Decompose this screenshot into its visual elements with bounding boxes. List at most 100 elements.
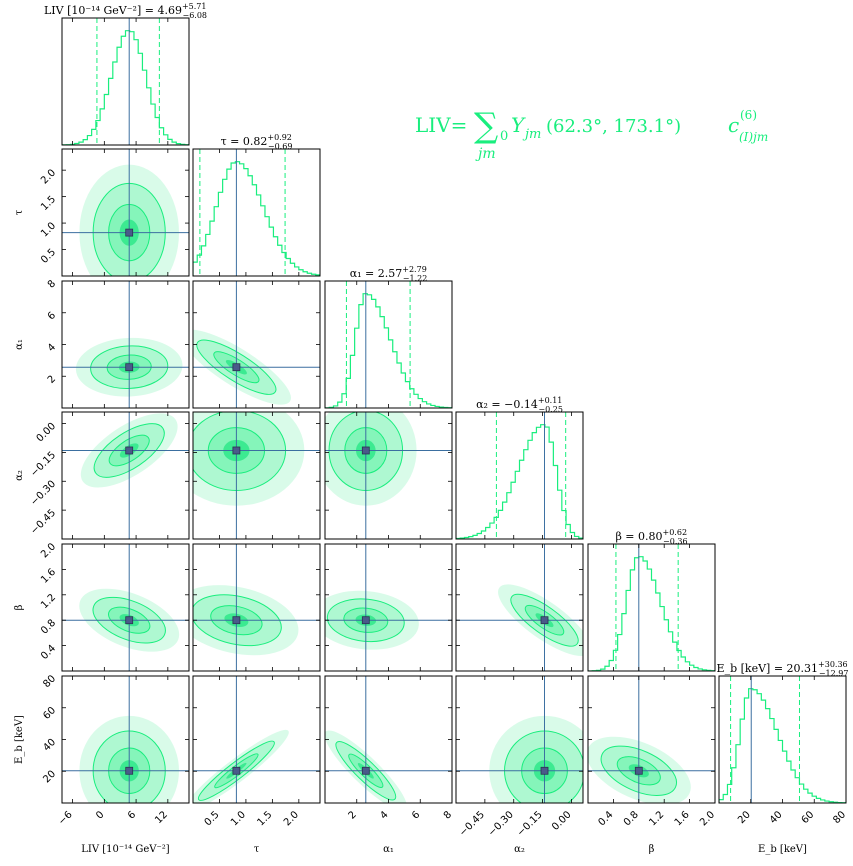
title-median: 4.69 <box>157 4 182 17</box>
title-err-up: +0.11 <box>538 396 563 405</box>
panel-beta-alpha1 <box>324 543 453 672</box>
x-tick-label: 1.5 <box>255 809 274 828</box>
y-tick-label: 60 <box>41 705 58 722</box>
formula-body: Y <box>511 113 526 137</box>
formula-args: (62.3°, 173.1°) <box>546 116 681 137</box>
truth-marker <box>540 766 549 775</box>
truth-marker <box>634 766 643 775</box>
x-tick-label: 60 <box>800 809 817 826</box>
panel-frame <box>455 411 584 540</box>
panel-tau-tau: τ = 0.82+0.92 −0.69 <box>192 133 321 277</box>
panel-frame <box>192 148 321 277</box>
formula-c-superscript: (6) <box>740 108 757 122</box>
y-axis-label-alpha2: α₂ <box>14 470 25 481</box>
truth-marker <box>232 446 241 455</box>
y-tick-label: 2.0 <box>39 541 58 560</box>
formula-zero-subscript: 0 <box>500 129 508 144</box>
formula-c-subscript: (I)jm <box>739 130 768 144</box>
panel-content <box>62 676 189 803</box>
panel-frame <box>455 543 584 672</box>
y-tick-label: 6 <box>46 310 58 322</box>
title-alpha1: α₁ = 2.57+2.79 −1.22 <box>350 265 428 283</box>
y-tick-label: 8 <box>46 278 58 290</box>
panel-content <box>588 544 715 671</box>
formula-sum-subscript: jm <box>475 146 496 162</box>
panel-frame <box>192 411 321 540</box>
title-median: −0.14 <box>504 398 538 411</box>
title-prefix: α₁ = <box>350 267 378 280</box>
truth-marker <box>232 363 241 372</box>
title-prefix: α₂ = <box>476 398 504 411</box>
x-tick-label: −0.15 <box>515 809 544 838</box>
panel-frame <box>61 543 190 672</box>
histogram-eb <box>719 688 846 803</box>
x-tick-label: −0.45 <box>458 809 487 838</box>
panel-content <box>325 281 452 408</box>
histogram-alpha1 <box>325 293 452 408</box>
title-err-down: −0.69 <box>268 142 293 151</box>
panel-beta-alpha2 <box>455 543 584 672</box>
x-tick-label: 2 <box>347 809 359 821</box>
x-tick-label: 1.0 <box>229 809 248 828</box>
x-tick-label: 0.4 <box>596 809 615 828</box>
panel-frame <box>61 411 190 540</box>
x-tick-label: 20 <box>736 809 753 826</box>
x-tick-label: 12 <box>153 809 170 826</box>
formula-sum: ∑ <box>474 106 498 146</box>
x-axis-label-alpha2: α₂ <box>514 844 525 855</box>
x-axis-label-alpha1: α₁ <box>383 844 394 855</box>
x-tick-label: −6 <box>56 809 74 827</box>
panel-content <box>62 544 189 671</box>
title-err-down: −12.97 <box>819 669 849 678</box>
title-err-up: +2.79 <box>402 265 427 274</box>
x-tick-label: 2.0 <box>282 809 301 828</box>
title-err-down: −0.36 <box>663 537 688 546</box>
truth-marker <box>125 446 134 455</box>
title-err-down: −6.08 <box>182 11 207 20</box>
panel-content <box>456 412 583 539</box>
y-tick-label: 0.00 <box>35 421 59 445</box>
y-tick-label: 1.5 <box>39 194 58 213</box>
y-axis-label-eb: E_b [keV] <box>14 715 25 764</box>
x-tick-label: 2.0 <box>698 809 717 828</box>
panel-eb-tau: 0.5 1.0 1.5 2.0 <box>192 675 321 828</box>
x-tick-label: 0.5 <box>203 809 222 828</box>
panel-content <box>456 676 583 803</box>
title-beta: β = 0.80+0.62 −0.36 <box>615 528 687 546</box>
title-prefix: E_b [keV] = <box>717 662 787 675</box>
panel-frame <box>192 543 321 672</box>
panel-eb-eb: E_b [keV] = 20.31+30.36 −12.97 20 40 60 80 <box>717 660 849 826</box>
truth-marker <box>540 616 549 625</box>
x-tick-label: −0.30 <box>486 809 515 838</box>
truth-marker <box>361 766 370 775</box>
y-axis-label-tau: τ <box>14 209 25 215</box>
title-alpha2: α₂ = −0.14+0.11 −0.25 <box>476 396 563 414</box>
panel-alpha1-alpha1: α₁ = 2.57+2.79 −1.22 <box>324 265 453 409</box>
y-tick-label: 4 <box>46 342 58 354</box>
y-tick-label: −0.45 <box>29 507 58 536</box>
title-median: 20.31 <box>787 662 819 675</box>
x-tick-label: 40 <box>768 809 785 826</box>
panel-content <box>193 149 320 276</box>
panel-frame <box>324 280 453 409</box>
truth-marker <box>232 766 241 775</box>
panel-alpha1-liv: 2 4 6 8 <box>46 278 190 409</box>
x-tick-label: 0.8 <box>622 809 641 828</box>
panel-content <box>325 544 452 671</box>
panel-eb-liv: −6 0 6 12 20 40 60 80 <box>41 673 190 828</box>
panel-content <box>62 412 189 539</box>
panel-content <box>588 676 715 803</box>
title-err-up: +0.62 <box>663 528 688 537</box>
x-tick-label: 4 <box>378 809 390 821</box>
x-tick-label: 0.00 <box>550 809 574 833</box>
y-tick-label: −0.30 <box>29 479 58 508</box>
x-tick-label: 6 <box>410 809 422 821</box>
truth-marker <box>125 228 134 237</box>
title-tau: τ = 0.82+0.92 −0.69 <box>221 133 293 151</box>
panel-content <box>62 18 189 145</box>
y-tick-label: 0.5 <box>39 247 58 266</box>
panel-content <box>193 544 320 671</box>
title-err-down: −1.22 <box>403 274 428 283</box>
truth-marker <box>361 616 370 625</box>
title-median: 2.57 <box>378 267 403 280</box>
